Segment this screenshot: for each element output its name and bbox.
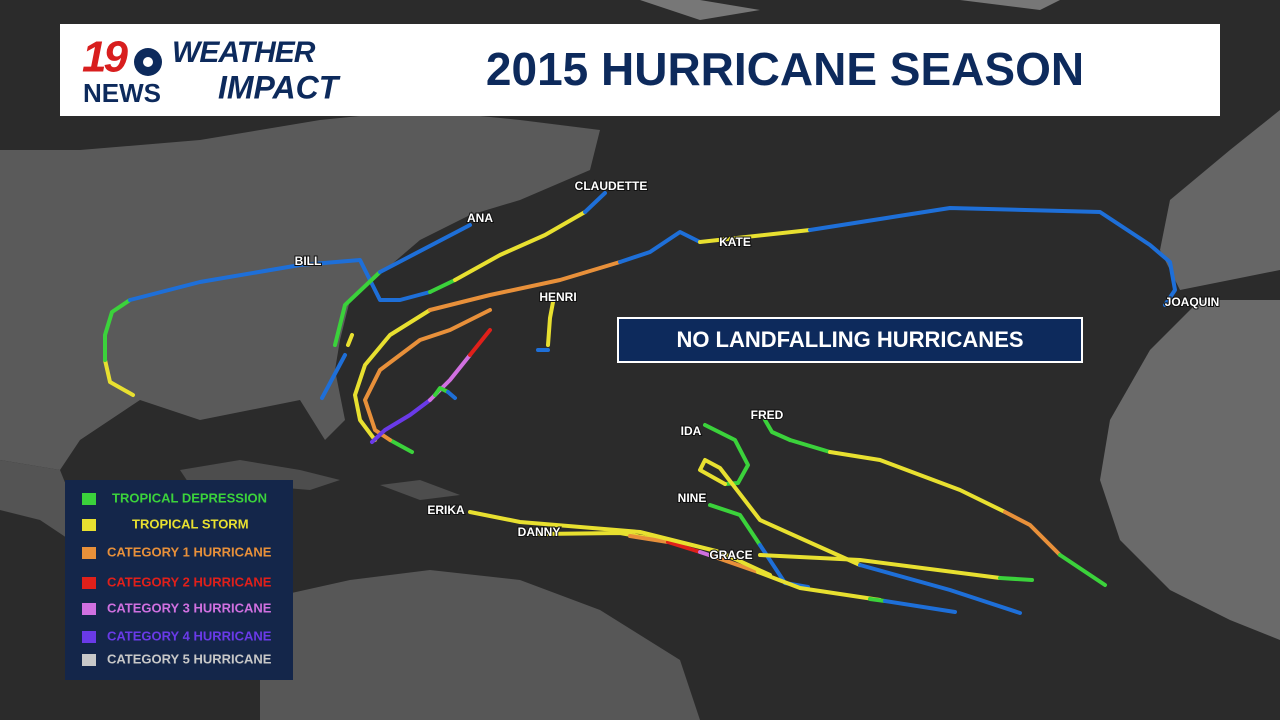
- logo-eye-pupil: [143, 57, 153, 67]
- track-segment: [858, 563, 1022, 615]
- storm-label: FRED: [751, 408, 784, 422]
- track-segment: [883, 599, 957, 614]
- storm-label: KATE: [719, 235, 751, 249]
- track-segment: [353, 308, 432, 442]
- legend-swatch: [82, 493, 96, 505]
- track-segment: [363, 308, 492, 442]
- legend-label: CATEGORY 4 HURRICANE: [107, 628, 272, 643]
- legend-label: TROPICAL STORM: [132, 516, 249, 531]
- storm-label: ANA: [467, 211, 493, 225]
- storm-labels: CLAUDETTE ANA BILL KATE HENRI JOAQUIN FRED IDA N…: [294, 178, 1221, 563]
- legend-swatch: [82, 631, 96, 643]
- track-segment: [758, 553, 1002, 580]
- track-segment: [808, 206, 1177, 307]
- track-segment: [428, 260, 622, 312]
- brand-top: WEATHER: [172, 36, 316, 69]
- track-segment: [333, 270, 382, 347]
- storm-label: GRACE: [709, 548, 752, 562]
- header-bar: [60, 24, 1220, 116]
- legend-swatch: [82, 577, 96, 589]
- legend-swatch: [82, 603, 96, 615]
- track-segment: [446, 390, 457, 400]
- legend-entries: TROPICAL DEPRESSION TROPICAL STORM CATEGOR…: [82, 490, 272, 666]
- track-segment: [428, 278, 457, 294]
- track-segment: [103, 298, 132, 362]
- storm-label: IDA: [681, 424, 702, 438]
- track-segment: [433, 386, 450, 397]
- legend-label: CATEGORY 1 HURRICANE: [107, 544, 272, 559]
- legend-swatch: [82, 547, 96, 559]
- legend-label: CATEGORY 5 HURRICANE: [107, 651, 272, 666]
- track-segment: [468, 510, 772, 577]
- south-america: [260, 570, 700, 720]
- track-segment: [708, 503, 762, 547]
- legend-label: TROPICAL DEPRESSION: [112, 490, 267, 505]
- storm-label: DANNY: [518, 525, 561, 539]
- track-segment: [453, 210, 587, 282]
- track-segment: [698, 458, 862, 567]
- legend-swatch: [82, 654, 96, 666]
- track-segment: [618, 230, 702, 264]
- caribbean-islands: [180, 460, 460, 500]
- track-segment: [868, 597, 887, 603]
- track-segment: [1058, 553, 1107, 587]
- storm-label: HENRI: [539, 290, 576, 304]
- storm-label: JOAQUIN: [1165, 295, 1220, 309]
- track-segment: [756, 570, 882, 602]
- banner-text: NO LANDFALLING HURRICANES: [676, 327, 1023, 352]
- track-segment: [628, 534, 670, 544]
- track-segment: [698, 550, 714, 558]
- track-segment: [1003, 510, 1062, 557]
- track-segment: [666, 540, 702, 554]
- storm-label: BILL: [295, 254, 322, 268]
- legend-swatch: [82, 519, 96, 531]
- track-segment: [378, 223, 472, 274]
- storm-tracks: [103, 191, 1177, 615]
- africa: [1100, 300, 1280, 640]
- track-segment: [346, 333, 354, 347]
- brand-bottom: IMPACT: [218, 69, 341, 105]
- legend-label: CATEGORY 3 HURRICANE: [107, 600, 272, 615]
- europe: [1160, 110, 1280, 290]
- track-segment: [998, 576, 1034, 582]
- storm-label: ERIKA: [427, 503, 465, 517]
- north-america: [0, 110, 600, 470]
- track-segment: [388, 438, 414, 454]
- banner: [617, 317, 1083, 363]
- storm-label: NINE: [678, 491, 707, 505]
- track-segment: [103, 358, 135, 397]
- track-segment: [468, 328, 492, 357]
- track-segment: [788, 438, 832, 454]
- legend-label: CATEGORY 2 HURRICANE: [107, 574, 272, 589]
- track-segment: [763, 418, 792, 442]
- track-segment: [710, 554, 760, 574]
- logo-number: 19: [82, 33, 128, 82]
- track-segment: [128, 258, 432, 302]
- legend: [65, 480, 293, 680]
- title: 2015 HURRICANE SEASON: [486, 43, 1084, 95]
- track-segment: [698, 228, 812, 244]
- track-segment: [546, 300, 555, 347]
- track-segment: [370, 398, 432, 444]
- storm-label: CLAUDETTE: [575, 179, 648, 193]
- logo-network: NEWS: [83, 78, 161, 108]
- track-segment: [583, 191, 607, 214]
- track-segment: [320, 353, 347, 400]
- track-segment: [828, 450, 1007, 514]
- greenland-iceland: [640, 0, 1060, 20]
